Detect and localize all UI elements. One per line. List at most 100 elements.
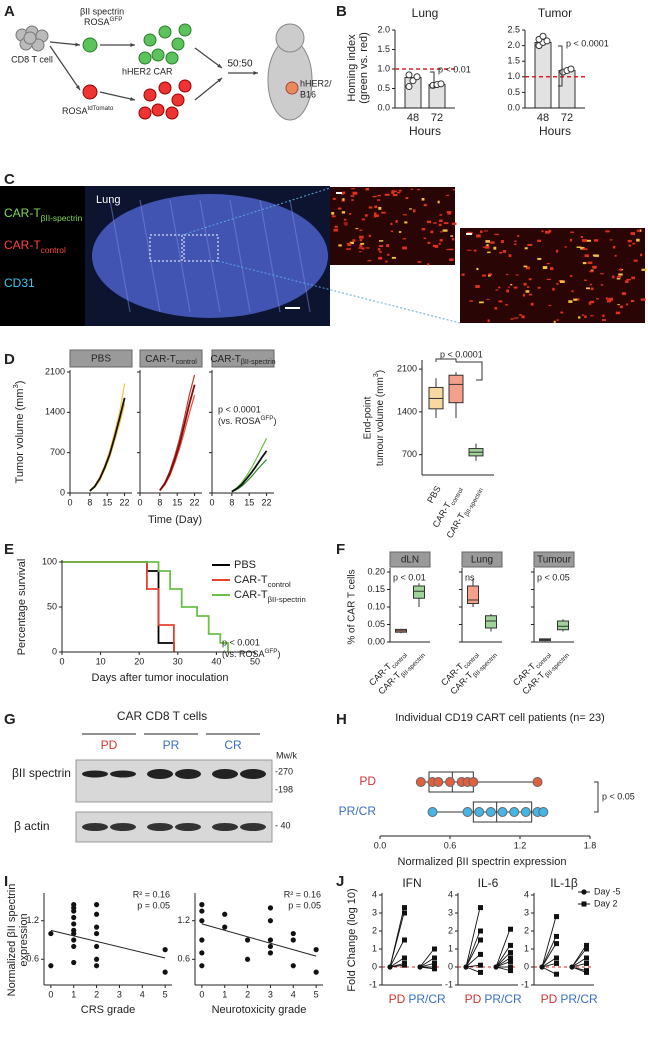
speckle — [501, 240, 504, 243]
point — [199, 902, 204, 907]
point — [402, 911, 407, 916]
text-part: CAR-T — [4, 238, 41, 252]
y-tick-label: 700 — [50, 447, 65, 457]
speckle — [626, 303, 628, 305]
speckle — [391, 190, 395, 192]
bracket — [594, 782, 598, 812]
point — [71, 944, 76, 949]
speckle — [527, 286, 529, 288]
point — [402, 963, 407, 968]
point — [521, 808, 530, 817]
panel-label: D — [4, 351, 15, 368]
label: PR — [163, 738, 180, 752]
speckle — [427, 221, 431, 224]
speckle — [393, 194, 398, 196]
band — [147, 823, 173, 831]
speckle — [505, 304, 507, 306]
speckle — [424, 238, 426, 239]
speckle — [409, 208, 412, 209]
point — [268, 918, 273, 923]
y-tick-label: 2100 — [45, 366, 65, 376]
speckle — [510, 318, 513, 319]
box — [486, 616, 497, 628]
y-tick-label: 3 — [524, 907, 529, 917]
arrow — [195, 78, 222, 100]
y-tick-label: 1.2 — [177, 915, 190, 925]
point — [94, 957, 99, 962]
point — [438, 81, 444, 87]
label: p < 0.0001 — [440, 349, 483, 359]
speckle — [377, 195, 381, 196]
arrow-head — [130, 43, 135, 47]
speckle — [446, 195, 449, 196]
speckle — [488, 319, 490, 322]
label: Fold Change (log 10) — [346, 888, 358, 991]
speckle — [399, 190, 402, 192]
arrow-head — [76, 85, 80, 90]
speckle — [615, 255, 617, 257]
y-tick-label: 2.5 — [507, 24, 520, 34]
speckle — [594, 239, 598, 242]
speckle — [625, 281, 629, 284]
growth-line — [90, 384, 125, 491]
y-tick-label: -1 — [445, 979, 453, 989]
point — [478, 938, 483, 943]
text-part: βII-spectrin — [241, 359, 276, 366]
point — [508, 950, 513, 955]
point — [469, 778, 478, 787]
point — [94, 925, 99, 930]
speckle — [385, 194, 390, 196]
speckle — [440, 231, 442, 232]
speckle — [334, 229, 338, 232]
speckle — [584, 280, 587, 281]
panel-label: A — [4, 3, 15, 20]
speckle — [449, 258, 454, 260]
speckle — [610, 239, 613, 240]
cell — [139, 107, 151, 119]
y-tick-label: 1.0 — [507, 71, 520, 81]
cell — [152, 49, 164, 61]
speckle — [617, 276, 621, 278]
speckle — [591, 288, 594, 291]
label: R² = 0.16 — [284, 889, 321, 899]
y-tick-label: 0 — [60, 487, 65, 497]
x-tick-label: 0 — [137, 497, 142, 507]
point — [416, 778, 425, 787]
text-part: ) — [277, 649, 280, 659]
speckle — [554, 321, 556, 323]
point — [48, 931, 53, 936]
label: Lung — [96, 194, 120, 206]
x-tick-label: 1.2 — [514, 840, 527, 850]
speckle — [570, 275, 572, 277]
x-tick-label: 0 — [59, 656, 64, 666]
x-tick-label: 22 — [120, 497, 130, 507]
label: End-point — [363, 396, 374, 439]
fit-line — [202, 924, 316, 956]
speckle — [570, 232, 574, 233]
point — [163, 970, 168, 975]
speckle — [631, 277, 635, 280]
speckle — [522, 315, 525, 318]
point — [268, 937, 273, 942]
speckle — [433, 222, 436, 224]
label: -270 — [275, 766, 293, 776]
point — [71, 937, 76, 942]
speckle — [424, 204, 427, 206]
speckle — [346, 248, 351, 250]
speckle — [570, 239, 572, 242]
x-tick-label: 0 — [209, 497, 214, 507]
speckle — [379, 240, 383, 242]
text-part: GFP — [265, 648, 278, 655]
point — [463, 808, 472, 817]
panel-label: B — [336, 3, 347, 20]
speckle — [411, 189, 413, 190]
cell — [179, 24, 191, 36]
speckle — [404, 221, 407, 223]
speckle — [377, 199, 380, 201]
band — [82, 823, 108, 831]
point — [48, 963, 53, 968]
point — [199, 908, 204, 913]
point — [268, 905, 273, 910]
x-tick-label: 2 — [245, 989, 250, 999]
